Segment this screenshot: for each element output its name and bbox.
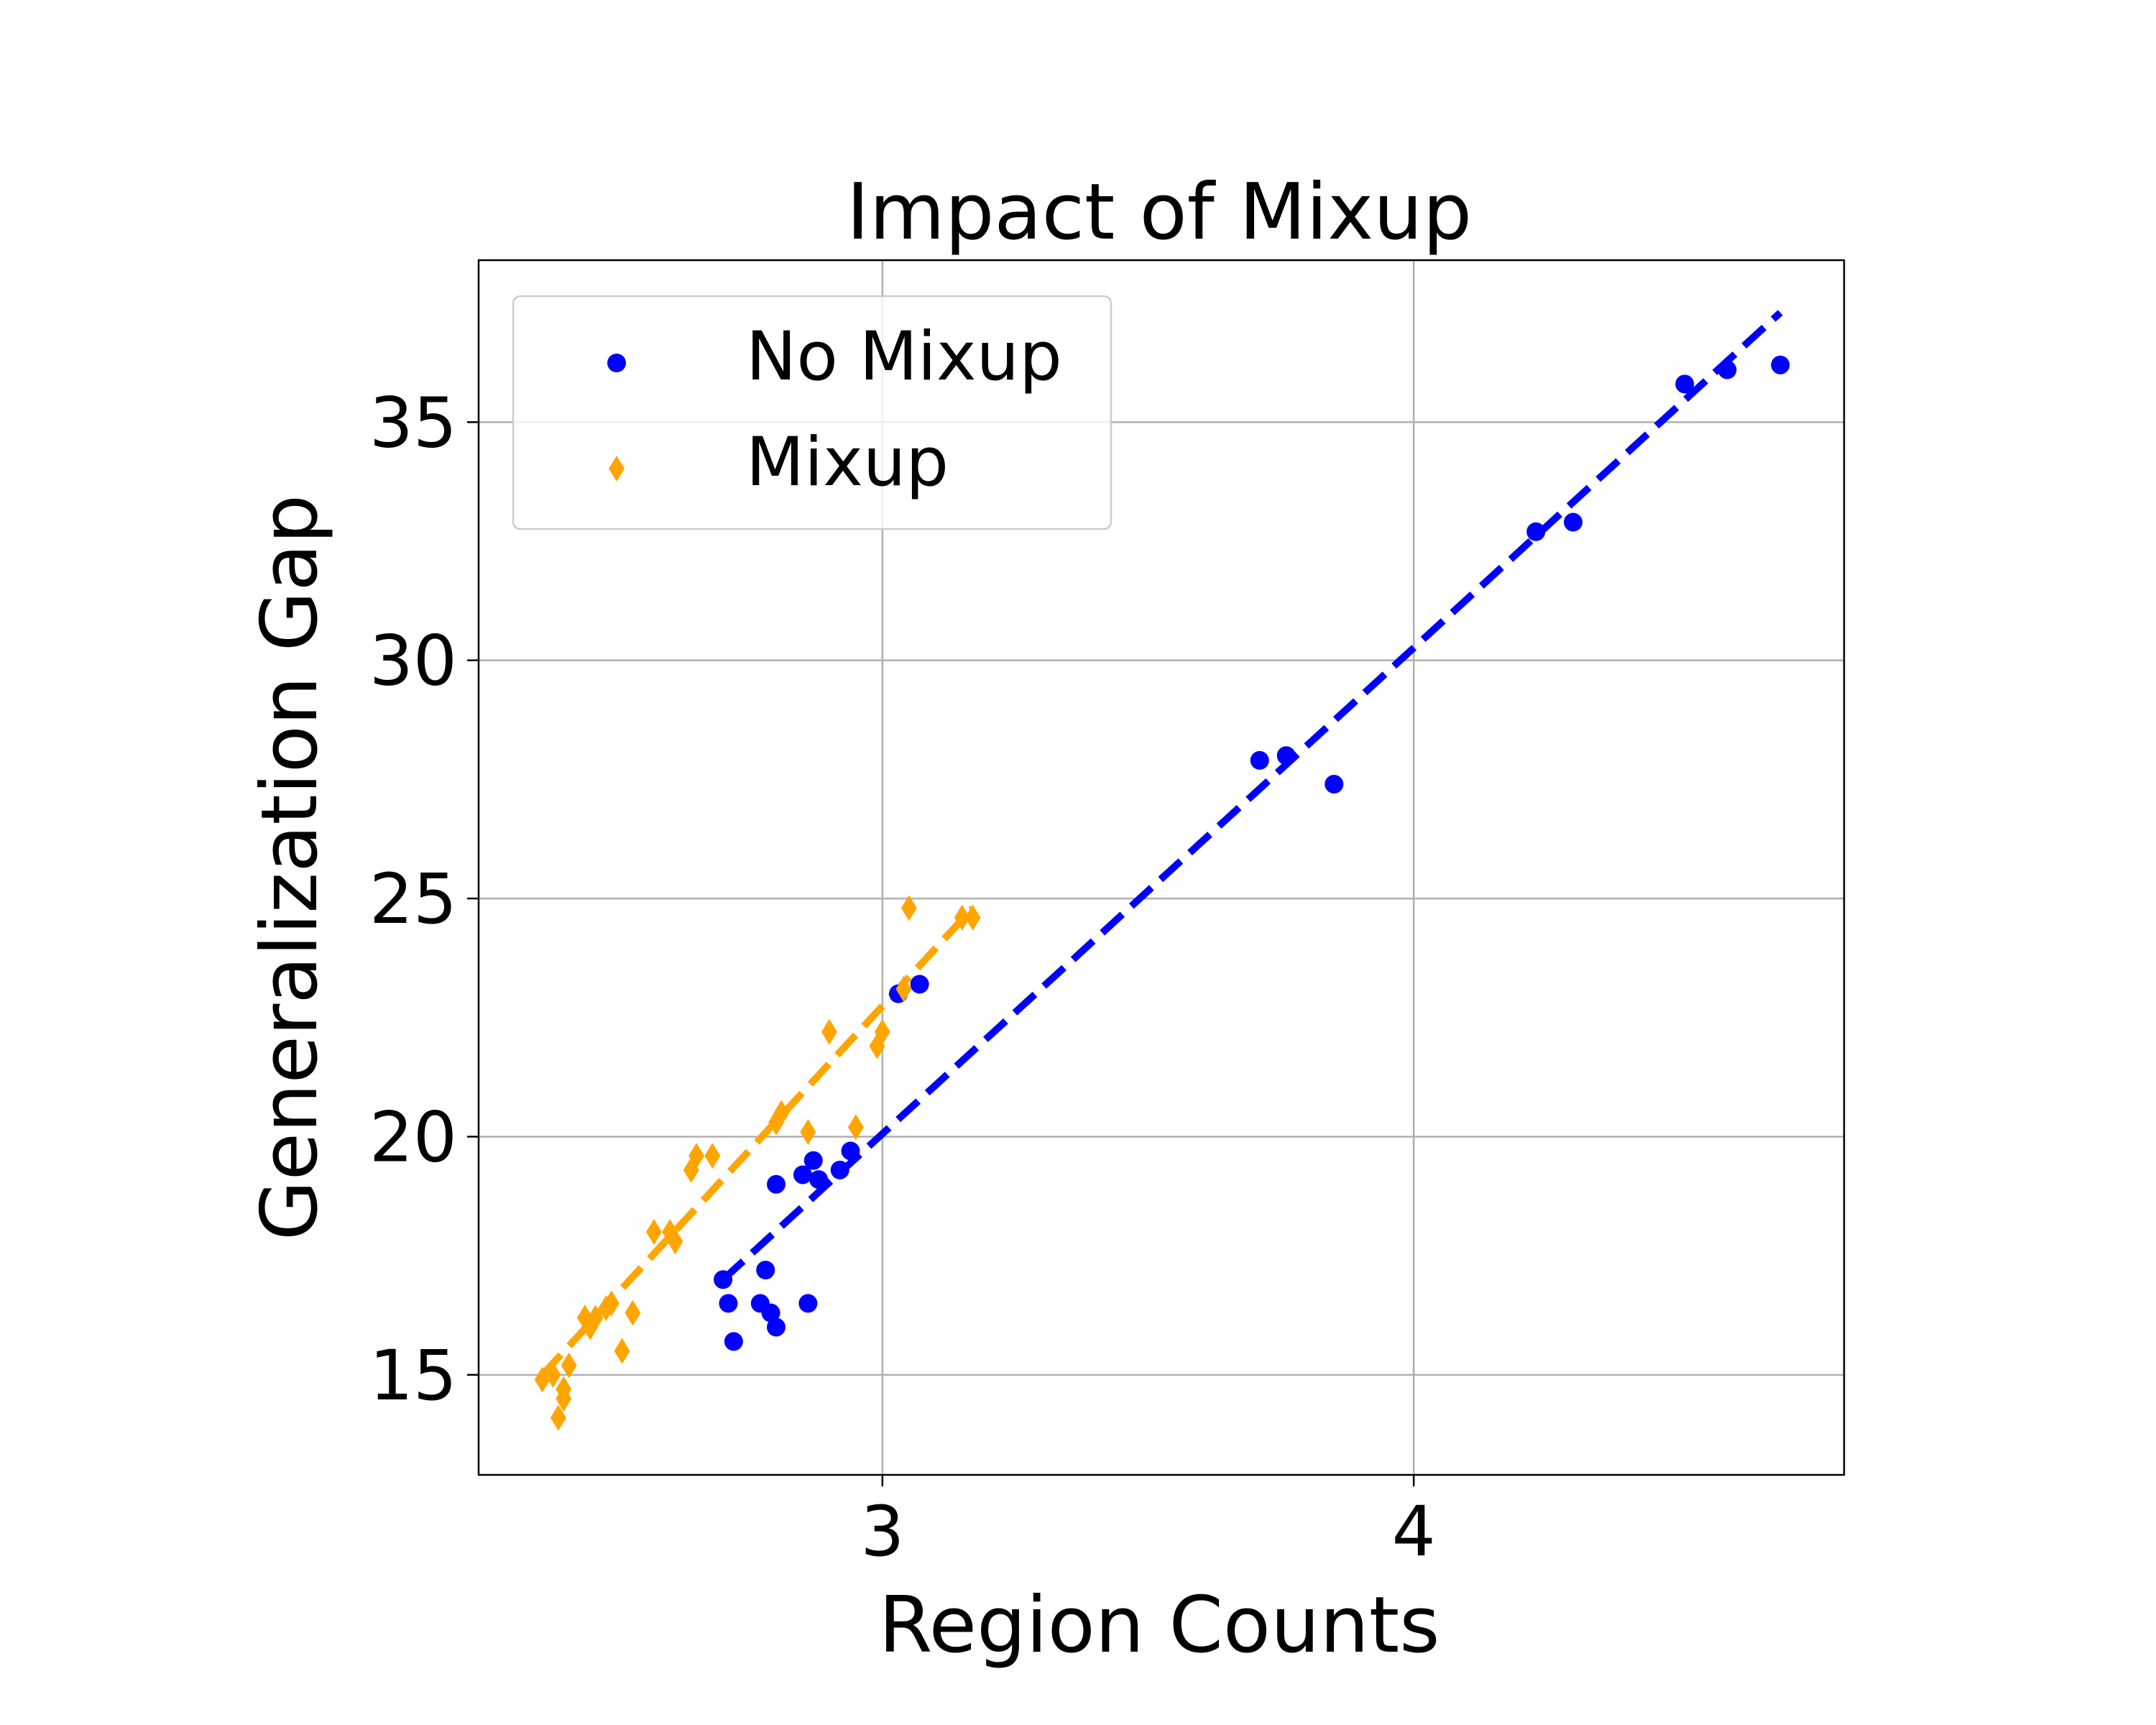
data-point-mixup [773,1100,790,1126]
x-tick-label: 3 [860,1491,904,1572]
data-point-no-mixup [830,1160,849,1179]
data-point-mixup [874,1018,890,1045]
chart-title: Impact of Mixup [847,167,1472,257]
data-points [534,355,1790,1431]
data-point-mixup [821,1018,837,1045]
y-tick-label: 35 [369,382,457,463]
data-point-no-mixup [1325,775,1344,794]
data-point-mixup [603,1290,619,1317]
data-point-no-mixup [1771,355,1790,374]
data-point-no-mixup [793,1165,812,1184]
data-point-mixup [545,1361,561,1388]
data-point-no-mixup [1250,750,1269,770]
data-point-mixup [645,1219,662,1245]
legend-frame [512,295,1112,530]
legend-marker-mixup [609,456,625,482]
legend: No Mixup Mixup [512,295,1112,530]
y-tick-label: 30 [369,621,457,702]
y-tick-label: 25 [369,859,457,939]
data-point-mixup [587,1305,604,1331]
data-point-mixup [895,976,912,1002]
data-point-no-mixup [809,1170,829,1190]
data-point-mixup [847,1114,864,1141]
data-point-mixup [800,1118,816,1145]
data-point-no-mixup [761,1303,780,1322]
data-point-no-mixup [1563,512,1583,532]
data-point-no-mixup [798,1294,818,1313]
data-point-mixup [954,904,970,931]
data-point-no-mixup [910,975,929,994]
data-point-mixup [667,1228,683,1255]
trendline-no-mixup [720,310,1783,1282]
x-tick-label: 4 [1392,1491,1436,1572]
data-point-mixup [900,895,917,921]
data-point-no-mixup [724,1332,743,1351]
y-tick-label: 15 [369,1335,457,1416]
data-point-no-mixup [719,1294,738,1313]
data-point-mixup [688,1142,705,1169]
data-point-no-mixup [767,1317,786,1337]
axis-ticks: 3 4 15 20 25 30 35 [369,382,1436,1572]
data-point-mixup [625,1300,641,1326]
data-point-no-mixup [1718,360,1737,380]
y-tick-label: 20 [369,1097,457,1177]
plot-area [477,259,1846,1476]
data-point-no-mixup [714,1270,733,1289]
legend-marker-circle [607,354,626,372]
data-point-mixup [556,1376,572,1402]
data-point-no-mixup [803,1151,823,1170]
data-point-no-mixup [756,1261,775,1280]
data-point-mixup [964,904,981,931]
data-point-mixup [704,1142,721,1169]
data-point-mixup [550,1404,566,1431]
data-point-no-mixup [841,1141,860,1161]
x-axis-label: Region Counts [878,1581,1439,1670]
legend-label-no-mixup: No Mixup [746,318,1062,396]
data-point-no-mixup [767,1174,786,1194]
data-point-no-mixup [1526,522,1546,541]
legend-marker-diamond [609,456,625,482]
data-point-mixup [614,1338,630,1364]
y-axis-label: Generalization Gap [245,494,335,1241]
data-point-no-mixup [1276,746,1296,765]
legend-marker-no-mixup [607,354,626,372]
legend-label-mixup: Mixup [746,423,949,502]
data-point-no-mixup [1675,374,1695,394]
data-point-mixup [561,1352,577,1379]
